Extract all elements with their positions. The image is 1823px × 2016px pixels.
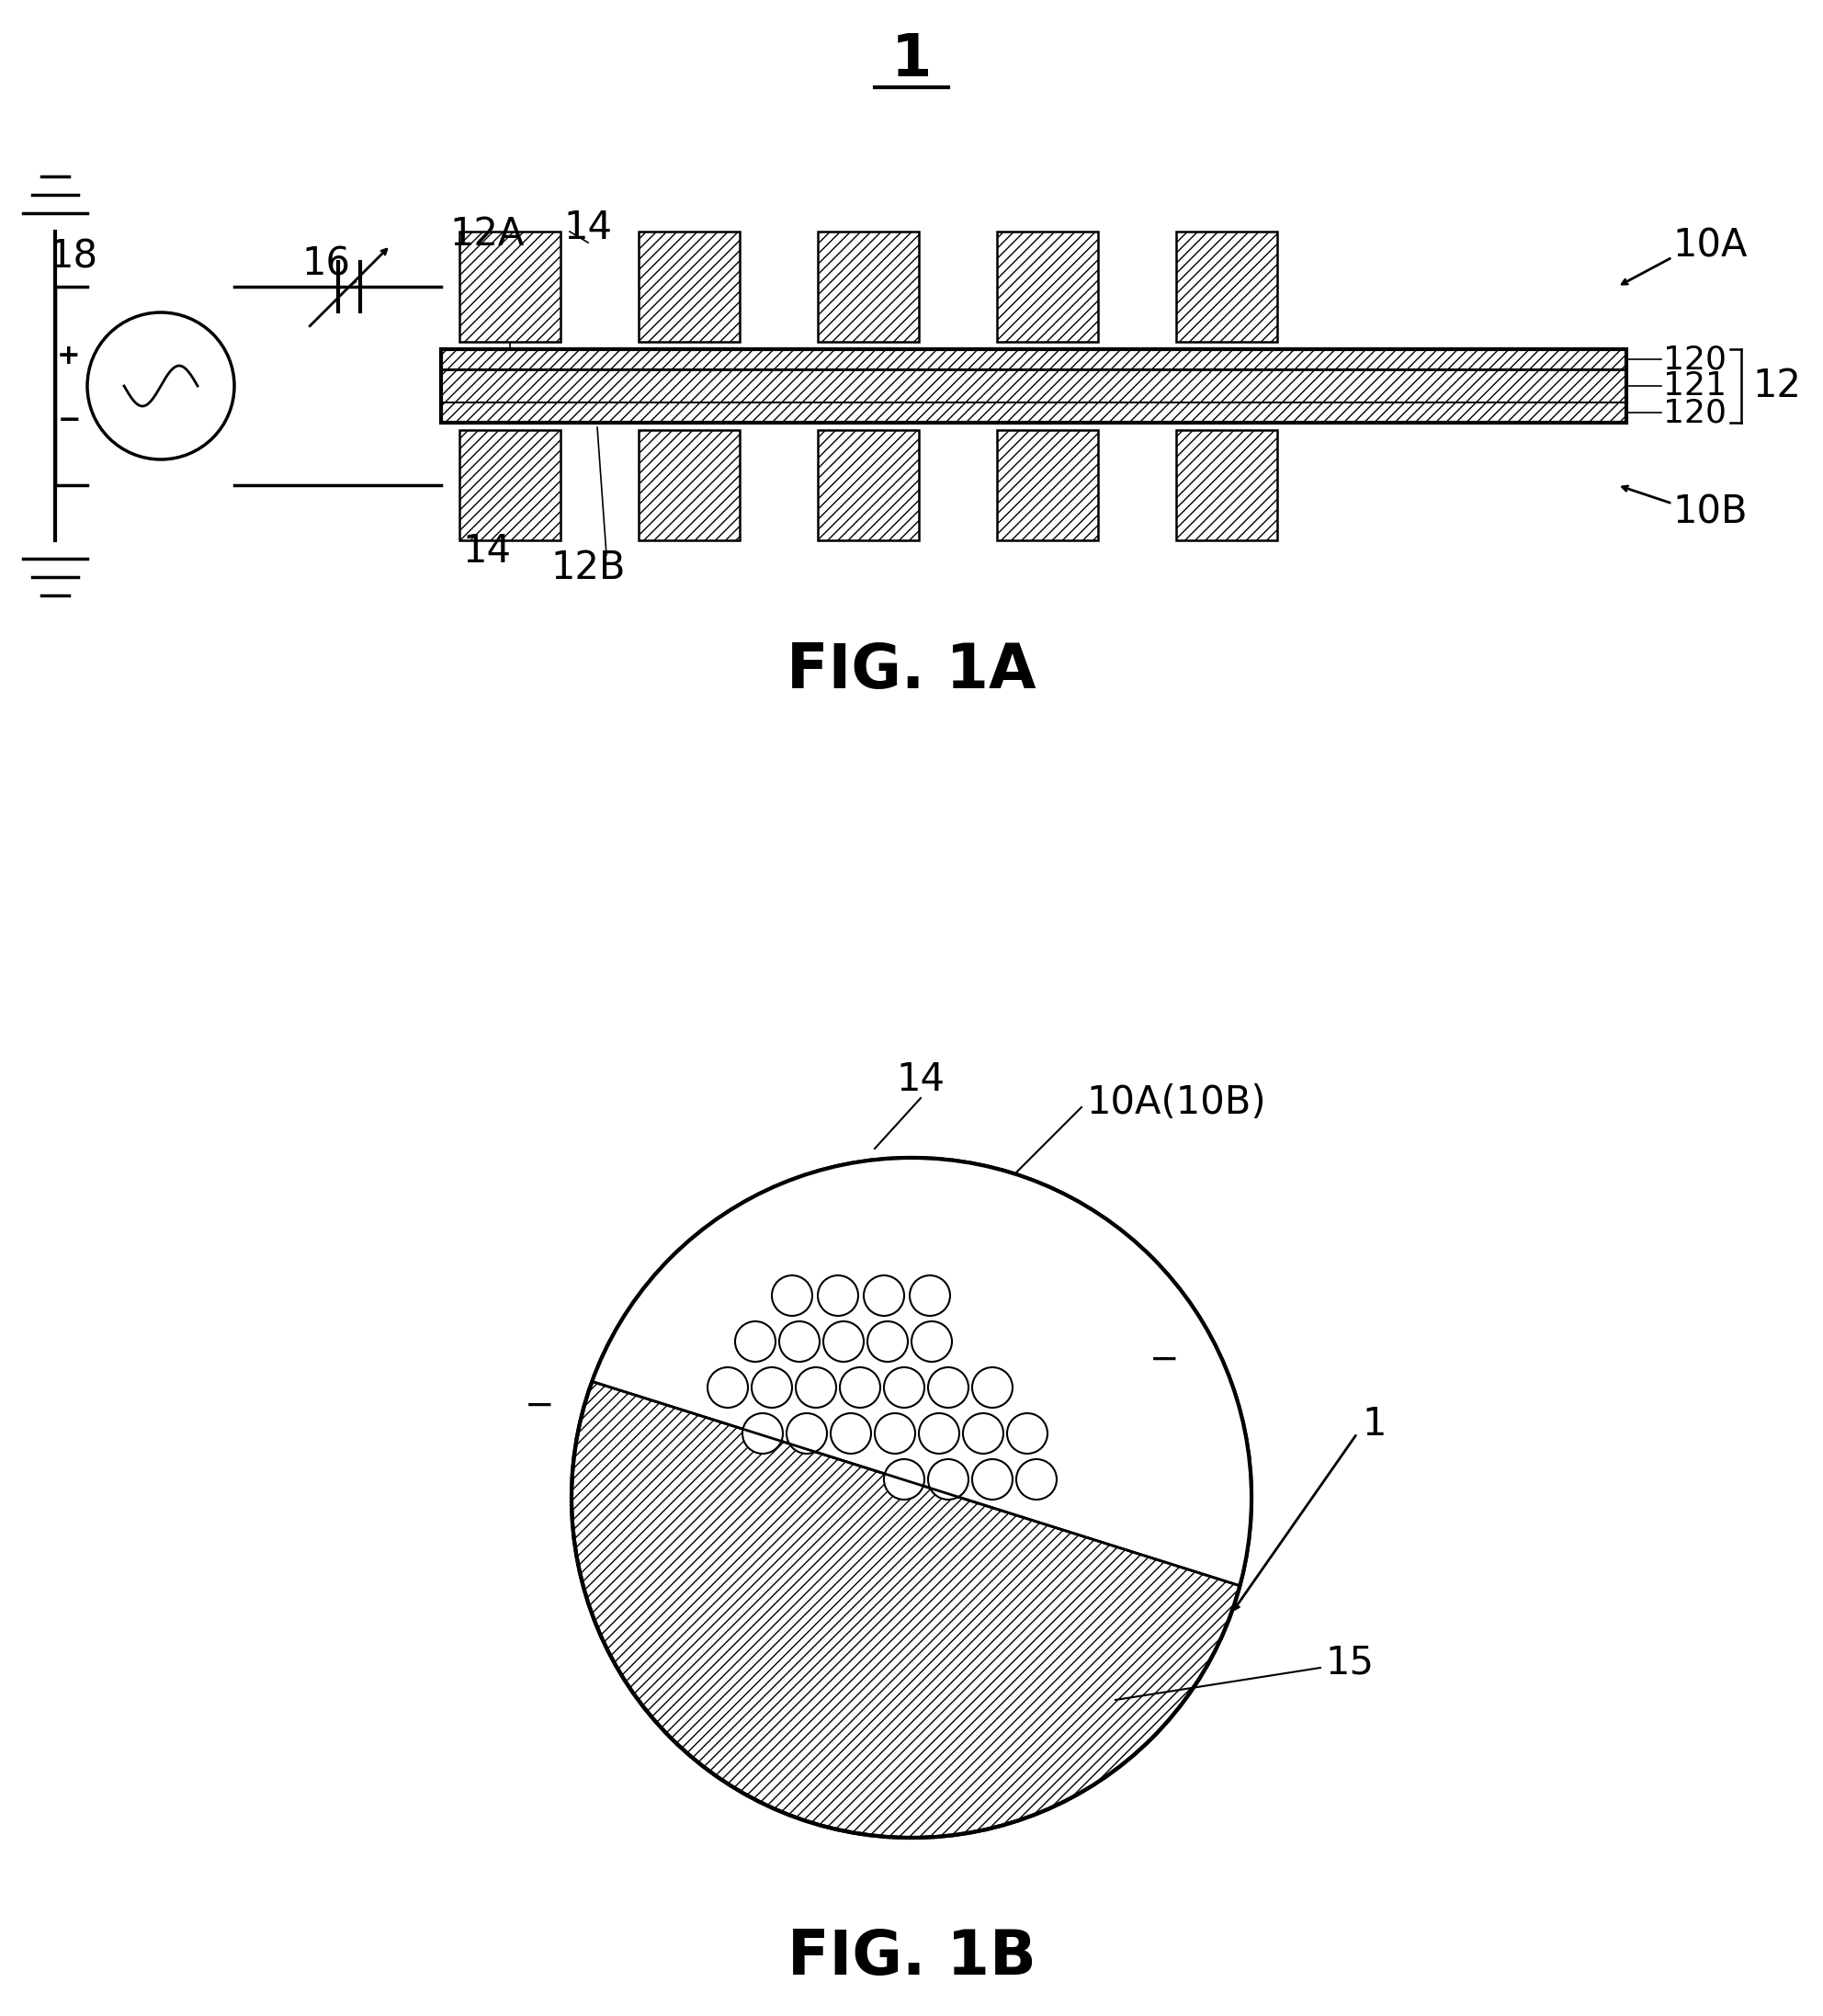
Text: 16: 16 <box>303 246 350 284</box>
Text: −: − <box>1148 1343 1179 1377</box>
Text: 14: 14 <box>563 208 613 248</box>
Bar <box>819 429 919 540</box>
Bar <box>441 403 1626 423</box>
Circle shape <box>919 1413 959 1454</box>
Text: 12: 12 <box>1752 367 1801 405</box>
Circle shape <box>778 1320 820 1361</box>
Circle shape <box>972 1367 1012 1407</box>
Circle shape <box>1015 1460 1057 1500</box>
Circle shape <box>972 1460 1012 1500</box>
Circle shape <box>963 1413 1003 1454</box>
Circle shape <box>771 1276 813 1316</box>
Bar <box>1176 429 1278 540</box>
Circle shape <box>928 1460 968 1500</box>
Circle shape <box>824 1320 864 1361</box>
Circle shape <box>831 1413 871 1454</box>
Bar <box>441 369 1626 403</box>
Text: 120: 120 <box>1663 397 1726 427</box>
Bar <box>638 429 740 540</box>
Bar <box>997 429 1097 540</box>
Circle shape <box>707 1367 747 1407</box>
Polygon shape <box>592 1157 1251 1587</box>
Circle shape <box>912 1320 952 1361</box>
Circle shape <box>742 1413 782 1454</box>
Text: 120: 120 <box>1663 343 1726 375</box>
Text: −: − <box>525 1389 554 1423</box>
Text: 1: 1 <box>1362 1405 1385 1443</box>
Circle shape <box>910 1276 950 1316</box>
Bar <box>441 349 1626 423</box>
Circle shape <box>884 1460 924 1500</box>
Bar <box>997 232 1097 343</box>
Circle shape <box>875 1413 915 1454</box>
Text: 1: 1 <box>891 30 932 89</box>
Circle shape <box>572 1157 1251 1839</box>
Text: 10A: 10A <box>1672 228 1746 266</box>
Text: 12B: 12B <box>551 548 625 587</box>
Circle shape <box>786 1413 828 1454</box>
Text: 12A: 12A <box>450 216 525 254</box>
Circle shape <box>751 1367 791 1407</box>
Circle shape <box>864 1276 904 1316</box>
Bar <box>459 429 560 540</box>
Circle shape <box>1006 1413 1048 1454</box>
Circle shape <box>840 1367 881 1407</box>
Text: FIG. 1A: FIG. 1A <box>788 641 1035 702</box>
Text: 10A(10B): 10A(10B) <box>1087 1083 1265 1123</box>
Bar <box>459 232 560 343</box>
Text: 18: 18 <box>49 238 98 276</box>
Circle shape <box>735 1320 775 1361</box>
Text: 10B: 10B <box>1672 494 1746 532</box>
Text: FIG. 1B: FIG. 1B <box>788 1927 1035 1988</box>
Circle shape <box>884 1367 924 1407</box>
Bar <box>441 349 1626 369</box>
Text: +: + <box>57 343 80 369</box>
Text: 14: 14 <box>463 532 510 571</box>
Circle shape <box>88 312 235 460</box>
Text: −: − <box>57 407 80 433</box>
Bar <box>638 232 740 343</box>
Text: 14: 14 <box>897 1060 944 1099</box>
Circle shape <box>928 1367 968 1407</box>
Circle shape <box>795 1367 837 1407</box>
Text: 121: 121 <box>1663 371 1726 401</box>
Circle shape <box>868 1320 908 1361</box>
Bar <box>1176 232 1278 343</box>
Bar <box>819 232 919 343</box>
Circle shape <box>819 1276 859 1316</box>
Text: 15: 15 <box>1325 1643 1375 1683</box>
